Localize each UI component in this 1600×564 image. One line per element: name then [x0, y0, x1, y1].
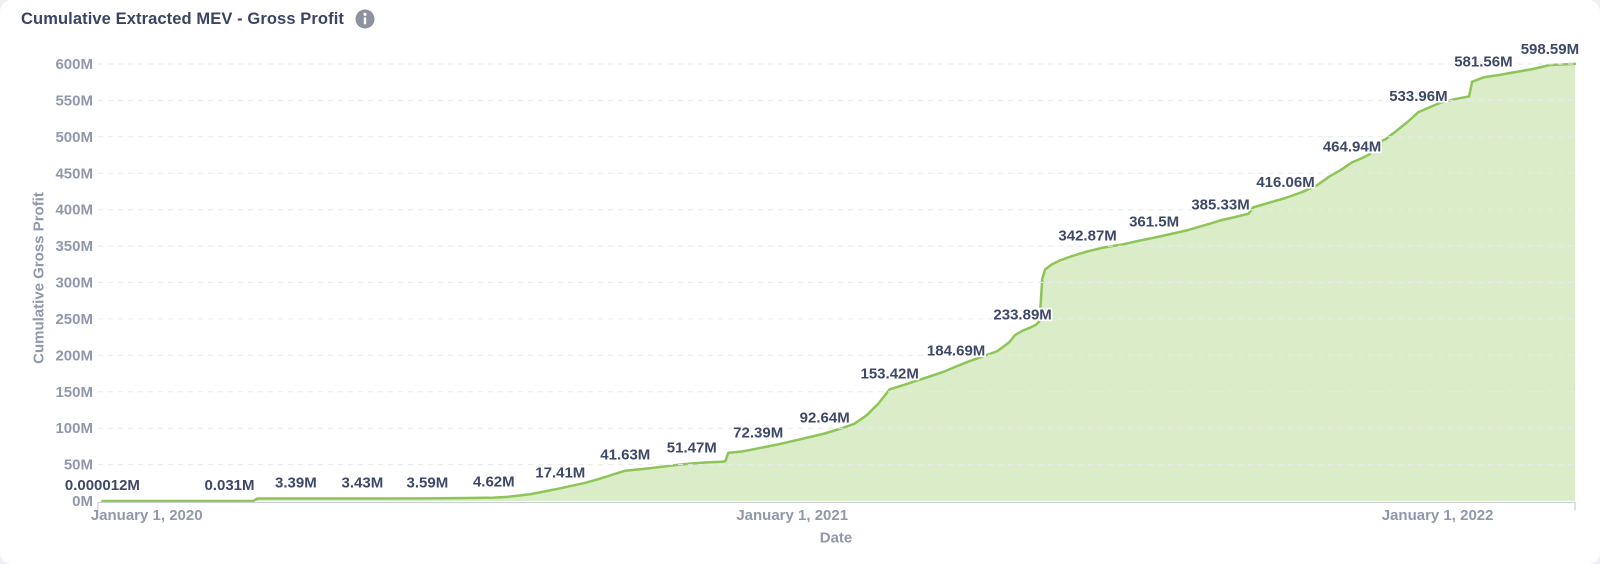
data-label-416.06M: 416.06M	[1256, 174, 1314, 191]
y-tick-600M: 600M	[55, 56, 93, 73]
data-label-51.47M: 51.47M	[667, 440, 717, 457]
data-label-3.43M: 3.43M	[342, 475, 384, 492]
data-label-581.56M: 581.56M	[1454, 53, 1512, 70]
data-label-342.87M: 342.87M	[1058, 227, 1116, 244]
y-tick-200M: 200M	[55, 347, 93, 364]
info-icon[interactable]	[355, 9, 375, 29]
data-label-0.000012M: 0.000012M	[65, 477, 140, 494]
chart-title: Cumulative Extracted MEV - Gross Profit	[21, 9, 344, 28]
y-tick-100M: 100M	[55, 420, 93, 437]
y-tick-50M: 50M	[64, 457, 93, 474]
y-tick-550M: 550M	[55, 92, 93, 109]
data-label-233.89M: 233.89M	[993, 307, 1051, 324]
x-tick-january-1-2020: January 1, 2020	[91, 507, 203, 524]
data-label-598.59M: 598.59M	[1521, 41, 1579, 58]
data-label-184.69M: 184.69M	[927, 343, 985, 360]
x-tick-january-1-2022: January 1, 2022	[1382, 507, 1494, 524]
y-axis-title: Cumulative Gross Profit	[30, 192, 48, 364]
data-label-3.39M: 3.39M	[275, 475, 317, 492]
area-fill	[102, 63, 1575, 502]
x-tick-january-1-2021: January 1, 2021	[736, 507, 848, 524]
y-tick-0M: 0M	[72, 493, 93, 510]
data-label-4.62M: 4.62M	[473, 474, 515, 491]
data-label-153.42M: 153.42M	[861, 365, 919, 382]
y-tick-450M: 450M	[55, 165, 93, 182]
data-label-0.031M: 0.031M	[204, 477, 254, 494]
data-label-533.96M: 533.96M	[1389, 88, 1447, 105]
y-tick-500M: 500M	[55, 129, 93, 146]
data-label-72.39M: 72.39M	[733, 424, 783, 441]
data-label-3.59M: 3.59M	[407, 474, 449, 491]
series-line	[101, 62, 1577, 503]
data-label-385.33M: 385.33M	[1191, 196, 1249, 213]
data-label-41.63M: 41.63M	[600, 447, 650, 464]
y-tick-250M: 250M	[55, 311, 93, 328]
y-tick-400M: 400M	[55, 202, 93, 219]
y-tick-150M: 150M	[55, 384, 93, 401]
data-label-361.5M: 361.5M	[1129, 214, 1179, 231]
y-tick-350M: 350M	[55, 238, 93, 255]
data-label-464.94M: 464.94M	[1323, 138, 1381, 155]
chart-header: Cumulative Extracted MEV - Gross Profit	[21, 9, 375, 29]
data-label-92.64M: 92.64M	[800, 410, 850, 427]
y-tick-300M: 300M	[55, 275, 93, 292]
data-label-17.41M: 17.41M	[535, 464, 585, 481]
x-axis-title: Date	[819, 529, 853, 547]
